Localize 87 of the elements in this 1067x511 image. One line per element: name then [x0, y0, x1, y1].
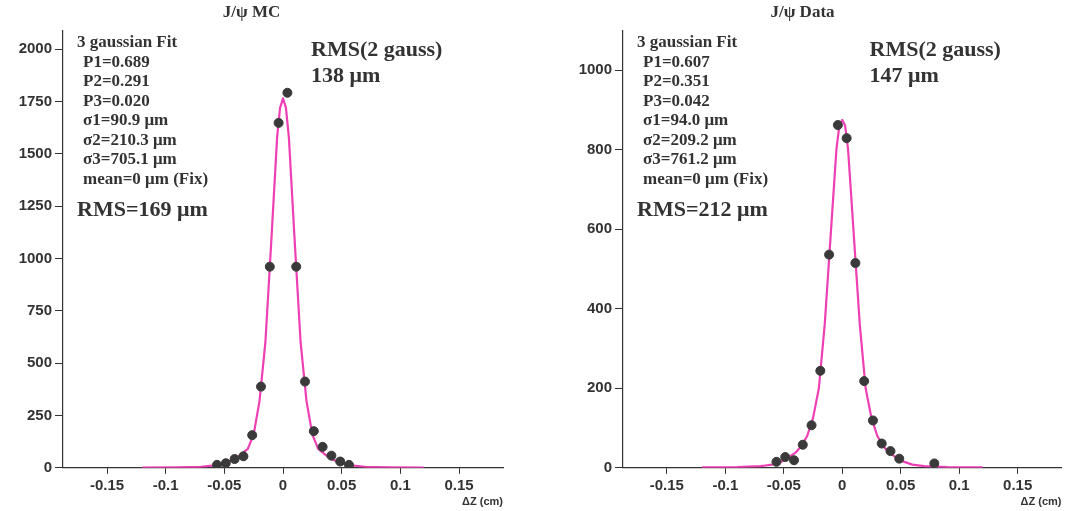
x-tick-label: 0 — [838, 475, 847, 493]
y-tick-label: 800 — [586, 139, 612, 157]
x-tick-label: 0.15 — [1003, 475, 1033, 493]
annotation: P2=0.291 — [83, 71, 150, 91]
y-tick-label: 750 — [26, 300, 52, 318]
annotation: 3 gaussian Fit — [637, 32, 738, 52]
point — [273, 117, 284, 128]
x-tick-label: -0.05 — [207, 475, 242, 493]
point — [282, 87, 293, 98]
x-tick-label: -0.15 — [649, 475, 684, 493]
point — [247, 430, 258, 441]
point — [264, 261, 275, 272]
point — [850, 258, 861, 269]
y-tick-label: 0 — [603, 457, 612, 475]
annotation: P3=0.042 — [643, 90, 710, 110]
point — [797, 439, 808, 450]
annotation: 138 μm — [311, 62, 381, 88]
annotation: σ1=90.9 μm — [83, 110, 169, 130]
point — [859, 376, 870, 387]
y-tick-label: 250 — [26, 405, 52, 423]
annotation: σ3=705.1 μm — [83, 149, 177, 169]
point — [291, 261, 302, 272]
point — [308, 426, 319, 437]
annotation: P3=0.020 — [83, 90, 150, 110]
point — [335, 456, 346, 467]
x-tick-label: 0.1 — [389, 475, 411, 493]
y-tick-label: 400 — [586, 298, 612, 316]
annotation: P1=0.689 — [83, 51, 150, 71]
x-axis-title: ΔZ (cm) — [462, 495, 504, 508]
annotation: 3 gaussian Fit — [77, 32, 178, 52]
point — [317, 441, 328, 452]
point — [771, 456, 782, 467]
annotation: P1=0.607 — [643, 51, 711, 71]
x-axis-title: ΔZ (cm) — [1020, 495, 1062, 508]
point — [344, 459, 354, 468]
point — [815, 365, 826, 376]
y-tick-label: 1750 — [18, 91, 52, 109]
annotation: RMS(2 gauss) — [869, 36, 1001, 62]
point — [220, 458, 231, 468]
point — [832, 120, 843, 131]
point — [229, 454, 240, 465]
point — [780, 452, 791, 463]
point — [841, 133, 852, 144]
point — [876, 438, 887, 449]
y-tick-label: 1250 — [18, 196, 52, 214]
x-tick-label: 0 — [278, 475, 288, 493]
point — [212, 459, 222, 468]
annotation: mean=0 μm (Fix) — [643, 168, 769, 188]
annotation: σ2=210.3 μm — [83, 129, 177, 149]
annotation: RMS=169 μm — [77, 195, 208, 221]
annotation: 147 μm — [869, 62, 939, 88]
x-tick-label: 0.15 — [444, 475, 474, 493]
y-tick-label: 1000 — [578, 60, 612, 78]
point — [789, 455, 800, 466]
point — [867, 415, 878, 426]
x-tick-label: -0.05 — [766, 475, 801, 493]
x-tick-label: -0.15 — [89, 475, 125, 493]
y-tick-label: 1000 — [18, 248, 52, 266]
point — [824, 249, 835, 260]
x-tick-label: -0.1 — [712, 475, 739, 493]
annotation: σ3=761.2 μm — [643, 149, 737, 169]
y-tick-label: 200 — [586, 378, 612, 396]
annotation: σ2=209.2 μm — [643, 129, 737, 149]
point — [326, 450, 337, 461]
annotation: P2=0.351 — [643, 71, 710, 91]
chart-title: J/ψ Data — [770, 1, 836, 21]
chart-title: J/ψ MC — [222, 1, 281, 21]
point — [929, 458, 940, 468]
point — [806, 420, 817, 431]
y-tick-label: 0 — [43, 457, 52, 475]
annotation: RMS(2 gauss) — [311, 36, 443, 62]
annotation: mean=0 μm (Fix) — [83, 168, 209, 188]
point — [256, 381, 266, 392]
x-tick-label: 0.05 — [327, 475, 357, 493]
point — [238, 451, 249, 462]
point — [300, 376, 310, 387]
point — [894, 453, 905, 464]
y-tick-label: 1500 — [18, 144, 52, 162]
x-tick-label: -0.1 — [152, 475, 179, 493]
annotation: σ1=94.0 μm — [643, 110, 729, 130]
annotation: RMS=212 μm — [637, 195, 768, 221]
y-tick-label: 500 — [26, 353, 52, 371]
x-tick-label: 0.1 — [948, 475, 970, 493]
y-tick-label: 600 — [586, 219, 612, 237]
x-tick-label: 0.05 — [886, 475, 916, 493]
point — [885, 446, 896, 457]
y-tick-label: 2000 — [18, 39, 52, 57]
